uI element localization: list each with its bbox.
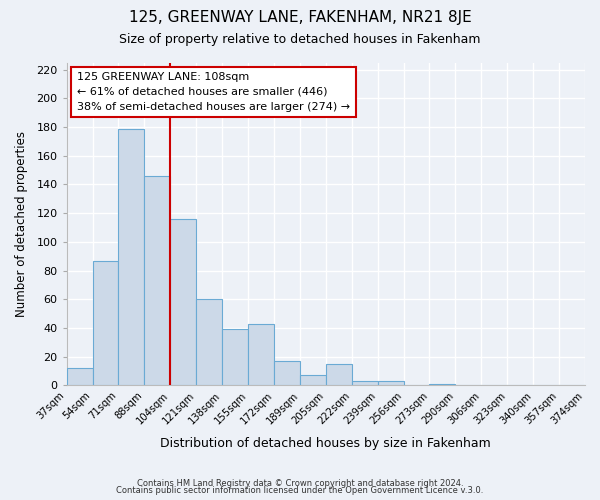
X-axis label: Distribution of detached houses by size in Fakenham: Distribution of detached houses by size …	[160, 437, 491, 450]
Bar	[170, 219, 196, 386]
Text: 125, GREENWAY LANE, FAKENHAM, NR21 8JE: 125, GREENWAY LANE, FAKENHAM, NR21 8JE	[128, 10, 472, 25]
Bar	[430, 384, 455, 386]
Bar	[274, 361, 300, 386]
Text: Contains public sector information licensed under the Open Government Licence v.: Contains public sector information licen…	[116, 486, 484, 495]
Text: 125 GREENWAY LANE: 108sqm
← 61% of detached houses are smaller (446)
38% of semi: 125 GREENWAY LANE: 108sqm ← 61% of detac…	[77, 72, 350, 112]
Bar	[196, 300, 222, 386]
Bar	[118, 128, 145, 386]
Text: Contains HM Land Registry data © Crown copyright and database right 2024.: Contains HM Land Registry data © Crown c…	[137, 478, 463, 488]
Bar	[326, 364, 352, 386]
Bar	[352, 381, 377, 386]
Bar	[377, 381, 404, 386]
Bar	[222, 330, 248, 386]
Bar	[145, 176, 170, 386]
Text: Size of property relative to detached houses in Fakenham: Size of property relative to detached ho…	[119, 32, 481, 46]
Bar	[67, 368, 92, 386]
Y-axis label: Number of detached properties: Number of detached properties	[15, 131, 28, 317]
Bar	[248, 324, 274, 386]
Bar	[92, 260, 118, 386]
Bar	[300, 376, 326, 386]
